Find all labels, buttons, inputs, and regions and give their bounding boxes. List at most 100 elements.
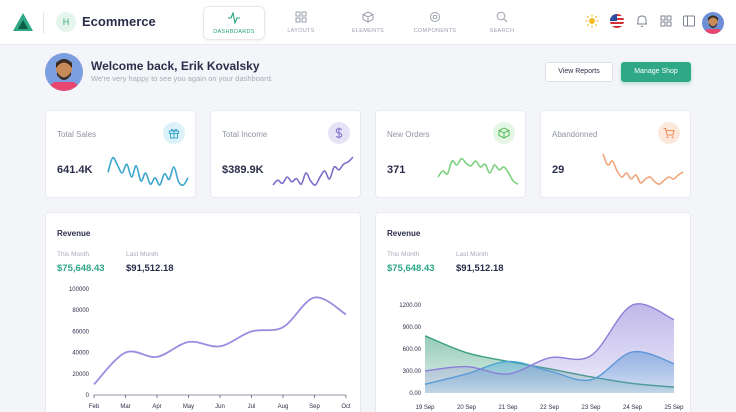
cart-icon [663, 128, 675, 139]
stat-value: 641.4K [57, 164, 93, 176]
nav-label: COMPONENTS [413, 28, 457, 34]
brand-divider [43, 12, 44, 34]
nav-layouts[interactable]: LAYOUTS [270, 6, 332, 40]
settings-icon [430, 12, 440, 22]
y-tick-label: 0 [86, 393, 90, 399]
revenue-line [93, 296, 347, 386]
this-month-label: This Month [387, 251, 420, 258]
us-flag-icon[interactable] [610, 14, 624, 28]
sparkline-path [272, 156, 354, 186]
sparkline-abandonned [602, 153, 684, 186]
nav-components[interactable]: COMPONENTS [404, 6, 466, 40]
nav-label: DASHBOARDS [213, 29, 255, 35]
stat-value: 29 [552, 164, 565, 176]
nav-search[interactable]: SEARCH [471, 6, 533, 40]
x-tick-label: 23 Sep [581, 405, 601, 411]
stat-card-new-orders: New Orders 371 [375, 110, 526, 198]
welcome-title: Welcome back, Erik Kovalsky [91, 59, 260, 73]
view-reports-button[interactable]: View Reports [545, 62, 613, 82]
welcome-avatar [45, 53, 83, 91]
box-icon [362, 11, 374, 23]
x-tick-label: May [183, 404, 194, 410]
last-month-label: Last Month [126, 251, 159, 258]
grid-icon [295, 11, 307, 23]
this-month-value: $75,648.43 [57, 263, 105, 274]
sparkline-new-orders [437, 157, 519, 185]
x-tick-label: Apr [152, 404, 161, 410]
x-tick-label: Jun [215, 404, 225, 410]
stat-title: Total Income [222, 130, 268, 139]
sidebar-icon[interactable] [682, 14, 696, 28]
y-tick-label: 80000 [72, 308, 89, 314]
y-tick-label: 40000 [72, 351, 89, 357]
x-tick-label: 21 Sep [498, 405, 518, 411]
area-line [424, 303, 675, 375]
stat-title: Total Sales [57, 130, 97, 139]
sparkline-total-income [272, 156, 354, 186]
stat-title: Abandonned [552, 130, 598, 139]
nav-label: ELEMENTS [351, 28, 385, 34]
revenue-area-chart: 1500.00 1200.00 900.00 600.00 300.00 0.00 19 S… [399, 281, 684, 411]
y-tick-label: 20000 [72, 372, 89, 378]
y-tick-label: 1200.00 [399, 303, 421, 309]
manage-shop-button[interactable]: Manage Shop [621, 62, 691, 82]
x-tick-label: Feb [89, 404, 100, 410]
nav-label: SEARCH [489, 28, 515, 34]
stat-icon-badge [328, 122, 350, 144]
x-tick-label: Jul [248, 404, 256, 410]
this-month-value: $75,648.43 [387, 263, 435, 274]
revenue-card-line: Revenue This Month Last Month $75,648.43… [45, 212, 361, 412]
last-month-value: $91,512.18 [456, 263, 504, 274]
this-month-label: This Month [57, 251, 90, 258]
stat-card-total-sales: Total Sales 641.4K [45, 110, 196, 198]
stat-card-total-income: Total Income $389.9K [210, 110, 361, 198]
nav-label: LAYOUTS [287, 28, 315, 34]
sparkline-path [107, 156, 189, 187]
gift-icon [169, 128, 179, 139]
dollar-icon [335, 127, 343, 139]
activity-icon [228, 12, 240, 24]
x-tick-label: Oct [341, 404, 351, 410]
logo-icon[interactable] [12, 12, 34, 32]
bell-icon[interactable] [635, 14, 649, 28]
revenue-title: Revenue [387, 229, 421, 238]
last-month-value: $91,512.18 [126, 263, 174, 274]
area-fill [425, 303, 674, 393]
x-tick-label: 25 Sep [664, 405, 684, 411]
welcome-subtitle: We're very happy to see you again on you… [91, 74, 273, 83]
apps-grid-icon[interactable] [659, 14, 673, 28]
sun-icon[interactable] [585, 14, 599, 28]
stat-value: $389.9K [222, 164, 264, 176]
y-tick-label: 1500.00 [399, 281, 421, 287]
y-tick-label: 100000 [69, 287, 90, 293]
package-icon [498, 127, 510, 139]
sparkline-path [602, 153, 684, 186]
stat-value: 371 [387, 164, 406, 176]
revenue-title: Revenue [57, 229, 91, 238]
x-tick-label: Aug [278, 404, 289, 410]
y-tick-label: 300.00 [403, 369, 422, 375]
x-tick-label: 19 Sep [415, 405, 435, 411]
x-tick-label: Mar [120, 404, 130, 410]
stat-title: New Orders [387, 130, 430, 139]
y-tick-label: 60000 [72, 329, 89, 335]
sparkline-path [437, 157, 519, 185]
y-tick-label: 600.00 [403, 347, 422, 353]
last-month-label: Last Month [456, 251, 489, 258]
nav-dashboards[interactable]: DASHBOARDS [203, 6, 265, 40]
avatar[interactable] [702, 12, 724, 34]
brand-name[interactable]: Ecommerce [82, 14, 156, 29]
brand-badge: H [56, 12, 76, 32]
search-icon [496, 11, 508, 23]
top-navbar: H Ecommerce DASHBOARDS LAYOUTS ELEMENTS … [0, 0, 736, 45]
x-tick-label: 24 Sep [623, 405, 643, 411]
x-tick-label: 20 Sep [457, 405, 477, 411]
stat-icon-badge [163, 122, 185, 144]
revenue-card-area: Revenue This Month Last Month $75,648.43… [375, 212, 691, 412]
x-tick-label: Sep [309, 404, 320, 410]
y-tick-label: 900.00 [403, 325, 422, 331]
nav-elements[interactable]: ELEMENTS [337, 6, 399, 40]
y-tick-label: 0.00 [409, 391, 421, 397]
x-tick-label: 22 Sep [540, 405, 560, 411]
stat-card-abandonned: Abandonned 29 [540, 110, 691, 198]
